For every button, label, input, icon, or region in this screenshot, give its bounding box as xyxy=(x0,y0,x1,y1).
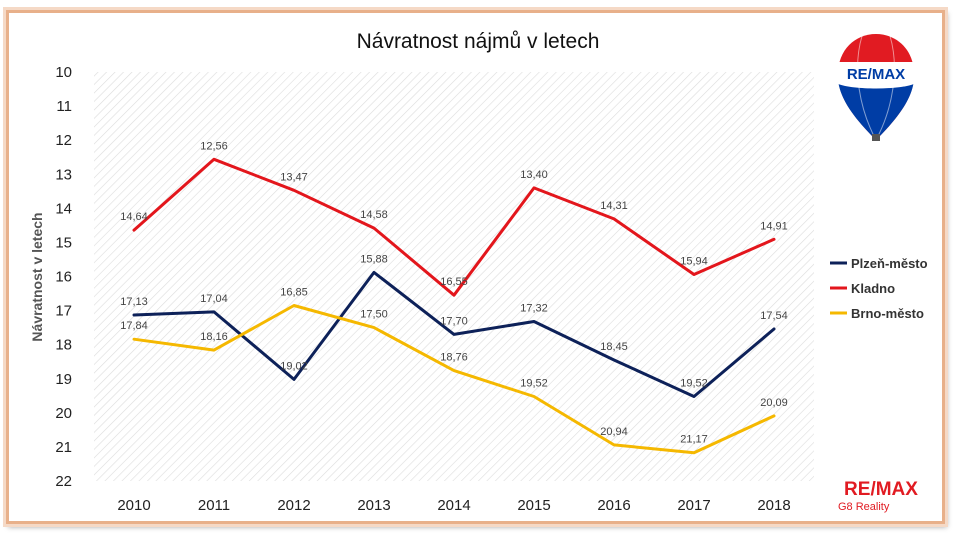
remax-balloon-logo: RE/MAX xyxy=(838,34,914,142)
data-label: 18,45 xyxy=(600,341,628,353)
data-label: 20,09 xyxy=(760,397,788,409)
data-label: 14,64 xyxy=(120,211,148,223)
x-tick-label: 2012 xyxy=(277,497,310,514)
data-labels: 17,13 17,04 19,02 15,88 17,70 17,32 18,45 19,52… xyxy=(120,140,788,445)
y-tick-label: 14 xyxy=(55,200,72,217)
data-label: 18,76 xyxy=(440,352,468,364)
data-label: 14,58 xyxy=(360,209,388,221)
data-label: 17,84 xyxy=(120,320,148,332)
data-label: 19,02 xyxy=(280,360,308,372)
x-axis-ticks: 2010 2011 2012 2013 2014 2015 2016 2017 2018 xyxy=(117,497,790,514)
plot-area xyxy=(94,72,814,481)
x-tick-label: 2011 xyxy=(198,497,230,514)
y-tick-label: 19 xyxy=(55,371,72,388)
y-tick-label: 21 xyxy=(55,439,72,456)
series-lines xyxy=(132,157,776,455)
y-tick-label: 18 xyxy=(55,337,72,354)
data-label: 13,47 xyxy=(280,171,308,183)
y-axis-label: Návratnost v letech xyxy=(29,212,45,341)
data-label: 17,70 xyxy=(440,315,468,327)
x-tick-label: 2016 xyxy=(597,497,630,514)
logo-text: RE/MAX xyxy=(844,479,918,500)
data-label: 14,31 xyxy=(600,200,628,212)
data-label: 13,40 xyxy=(520,169,548,181)
logo-subtext: G8 Reality xyxy=(838,501,890,513)
legend-label: Kladno xyxy=(851,281,895,296)
x-tick-label: 2018 xyxy=(757,497,790,514)
data-label: 15,94 xyxy=(680,255,708,267)
data-label: 12,56 xyxy=(200,140,228,152)
data-label: 17,04 xyxy=(200,293,228,305)
data-label: 20,94 xyxy=(600,426,628,438)
data-label: 14,91 xyxy=(760,220,788,232)
data-label: 17,50 xyxy=(360,309,388,321)
x-tick-label: 2015 xyxy=(517,497,550,514)
data-label: 18,16 xyxy=(200,331,228,343)
y-tick-label: 12 xyxy=(55,132,72,149)
data-label: 17,32 xyxy=(520,302,548,314)
y-tick-label: 16 xyxy=(55,269,72,286)
data-label: 21,17 xyxy=(680,434,708,446)
y-tick-label: 10 xyxy=(55,64,72,81)
legend-label: Brno-město xyxy=(851,306,924,321)
legend: Plzeň-město Kladno Brno-město xyxy=(830,256,928,321)
data-label: 16,85 xyxy=(280,286,308,298)
data-label: 19,52 xyxy=(520,377,548,389)
y-tick-label: 13 xyxy=(55,166,72,183)
data-label: 17,54 xyxy=(760,310,788,322)
balloon-brand-text: RE/MAX xyxy=(847,66,905,83)
legend-label: Plzeň-město xyxy=(851,256,928,271)
data-label: 16,55 xyxy=(440,276,468,288)
data-label: 19,52 xyxy=(680,377,708,389)
remax-text-logo: RE/MAX G8 Reality xyxy=(838,479,918,513)
y-tick-label: 22 xyxy=(55,473,72,490)
y-tick-label: 11 xyxy=(56,98,72,115)
x-tick-label: 2010 xyxy=(117,497,150,514)
data-label: 17,13 xyxy=(120,296,148,308)
y-tick-label: 20 xyxy=(55,405,72,422)
series-line-brno-m-sto xyxy=(132,304,776,455)
y-axis-ticks: 10 11 12 13 14 15 16 17 18 19 20 21 22 xyxy=(55,64,72,490)
y-tick-label: 17 xyxy=(55,303,72,320)
chart-title: Návratnost nájmů v letech xyxy=(357,30,600,53)
x-tick-label: 2013 xyxy=(357,497,390,514)
x-tick-label: 2017 xyxy=(677,497,710,514)
x-tick-label: 2014 xyxy=(437,497,470,514)
data-label: 15,88 xyxy=(360,253,388,265)
series-line-kladno xyxy=(132,157,776,297)
y-tick-label: 15 xyxy=(55,234,72,251)
